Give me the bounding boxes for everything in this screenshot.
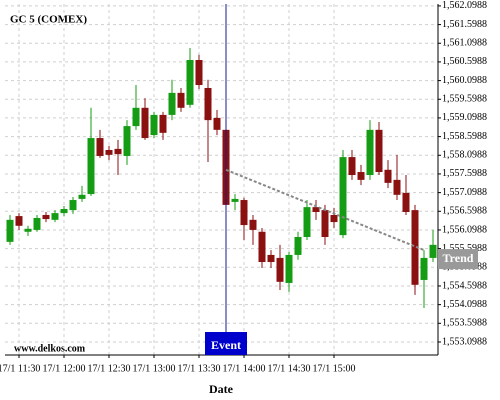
candle-body [393,179,401,195]
y-tick-label: 1,553.5988 [442,318,487,329]
candle-body [402,192,410,212]
candle-body [231,198,239,202]
trend-label: Trend [443,251,474,265]
candle-body [159,114,167,133]
candle-body [294,237,302,255]
candle-body [321,210,329,238]
candle-body [240,200,248,226]
candle-body [213,117,221,130]
candle-body [348,157,356,176]
candle-body [366,129,374,176]
y-tick-label: 1,561.0988 [442,38,487,49]
x-tick-label: 17/1 12:00 [42,363,85,374]
candle-body [411,210,419,285]
trend-box [438,249,478,270]
candle-body [6,219,14,242]
candle-body [78,194,86,199]
x-tick-label: 17/1 13:30 [177,363,220,374]
candle-body [24,228,32,232]
x-tick-label: 17/1 15:00 [312,363,355,374]
candle-body [303,207,311,238]
trend-line [225,168,425,252]
candle-body [186,60,194,105]
x-tick-label: 17/1 11:30 [0,363,40,374]
candle-body [87,138,95,195]
watermark: www.delkos.com [14,343,86,354]
y-tick-label: 1,553.0988 [442,336,487,347]
event-label: Event [211,338,241,352]
candle-body [330,214,338,223]
candle-body [60,208,68,214]
candle-body [141,107,149,139]
candle-body [51,213,59,220]
x-tick-label: 17/1 14:00 [222,363,265,374]
y-tick-label: 1,557.0988 [442,187,487,198]
x-tick-label: 17/1 13:00 [132,363,175,374]
candle-body [258,231,266,263]
candle-body [105,150,113,155]
y-tick-label: 1,559.5988 [442,94,487,105]
candle-body [276,257,284,282]
candle-body [69,200,77,211]
candle-body [420,257,428,280]
y-tick-label: 1,560.0988 [442,75,487,86]
candle-body [249,219,257,230]
candle-body [15,216,23,226]
candle-body [339,157,347,236]
candle-body [132,107,140,127]
candle-body [150,114,158,136]
candle-body [312,207,320,212]
candle-body [33,217,41,230]
chart-title: GC 5 (COMEX) [10,14,87,26]
candle-body [285,254,293,283]
y-tick-label: 1,554.0988 [442,299,487,310]
y-tick-label: 1,554.5988 [442,280,487,291]
candle-body [267,254,275,263]
candle-body [384,169,392,183]
x-tick-label: 17/1 12:30 [87,363,130,374]
candle-body [375,129,383,173]
candle-body [195,60,203,86]
candle-body [429,244,437,258]
candle-body [204,88,212,121]
y-tick-label: 1,555.5988 [442,243,487,254]
y-tick-label: 1,559.0988 [442,112,487,123]
event-box [205,332,247,355]
y-tick-label: 1,558.5988 [442,131,487,142]
candle-body [357,172,365,180]
candle-body [96,138,104,156]
y-tick-label: 1,562.0988 [442,0,487,11]
candle-body [168,92,176,115]
y-tick-label: 1,556.5988 [442,206,487,217]
x-tick-label: 17/1 14:30 [267,363,310,374]
candle-body [114,148,122,155]
candle-body [123,126,131,156]
candle-body [177,92,185,108]
candle-body [42,214,50,220]
y-tick-label: 1,560.5988 [442,56,487,67]
x-axis-label: Date [209,382,234,396]
y-tick-label: 1,561.5988 [442,19,487,30]
y-tick-label: 1,557.5988 [442,168,487,179]
y-tick-label: 1,556.0988 [442,224,487,235]
y-tick-label: 1,558.0988 [442,150,487,161]
